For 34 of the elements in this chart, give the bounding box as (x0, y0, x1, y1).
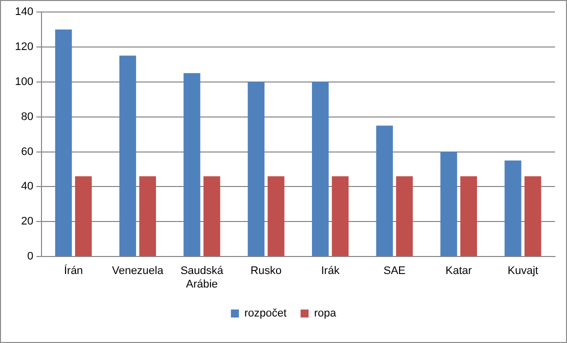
bar (184, 73, 200, 256)
x-tick-label: Írán (64, 264, 83, 278)
bar (55, 29, 72, 256)
bar (376, 126, 393, 256)
x-tick-label: Rusko (250, 265, 282, 278)
bar (460, 176, 478, 256)
y-tick-label: 20 (21, 216, 34, 228)
y-tick-label: 40 (21, 180, 34, 193)
bar (440, 152, 458, 256)
y-tick-label: 140 (14, 6, 34, 18)
legend-label: rozpočet (244, 308, 287, 320)
bar (139, 176, 156, 256)
bar (268, 176, 284, 256)
bar (396, 176, 413, 256)
y-tick-label: 80 (21, 110, 34, 123)
bar (524, 176, 542, 256)
bar (312, 82, 329, 256)
x-tick-label: Kuvajt (508, 265, 538, 278)
bar (248, 82, 264, 256)
bar (332, 176, 349, 256)
bar (119, 56, 136, 256)
x-tick-label: Irák (321, 265, 340, 278)
bar (504, 160, 522, 256)
x-tick-label: Saudská Arábie (180, 265, 224, 290)
x-tick-label: SAE (383, 265, 406, 278)
y-tick-label: 60 (21, 146, 34, 158)
x-tick-label: Venezuela (112, 265, 164, 278)
x-tick-label: Katar (446, 265, 472, 278)
y-tick-label: 100 (14, 76, 34, 88)
bar (203, 176, 220, 256)
bar (75, 176, 92, 256)
y-tick-label: 0 (27, 250, 34, 263)
legend-label: ropa (314, 308, 337, 320)
y-tick-label: 120 (14, 40, 34, 53)
